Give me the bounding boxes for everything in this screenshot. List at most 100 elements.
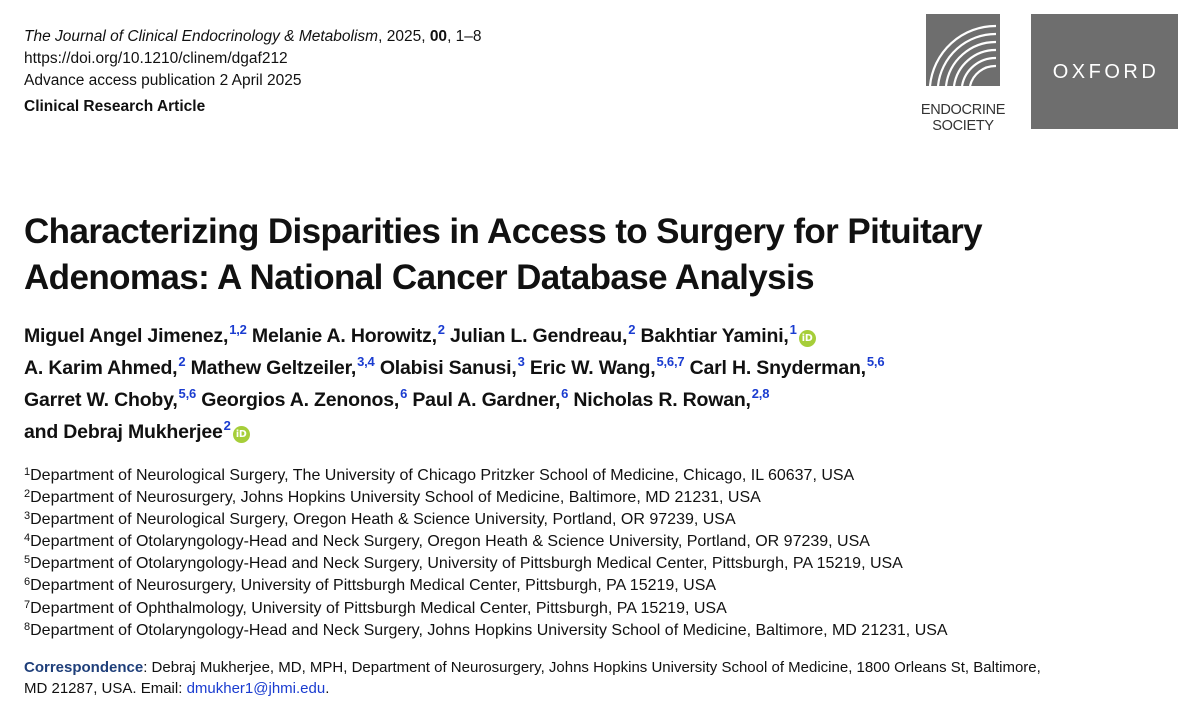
correspondence-line-1: Correspondence: Debraj Mukherjee, MD, MP… <box>24 657 1184 678</box>
article-type: Clinical Research Article <box>24 98 206 115</box>
affiliation-item: 2Department of Neurosurgery, Johns Hopki… <box>24 487 1194 509</box>
author[interactable]: Julian L. Gendreau,2 <box>450 322 636 347</box>
citation-line: The Journal of Clinical Endocrinology & … <box>24 26 724 48</box>
journal-volume: 00 <box>429 28 448 45</box>
endocrine-society-emblem <box>926 14 1000 86</box>
author-name: Eric W. Wang, <box>529 357 656 379</box>
author-name: A. Karim Ahmed, <box>24 357 178 379</box>
author[interactable]: Bakhtiar Yamini,1iD <box>640 322 816 347</box>
affiliation-text: Department of Otolaryngology-Head and Ne… <box>30 555 903 573</box>
author[interactable]: and Debraj Mukherjee2iD <box>24 418 250 443</box>
author[interactable]: Miguel Angel Jimenez,1,2 <box>24 322 247 347</box>
author-affiliation-ref[interactable]: 3,4 <box>357 354 375 369</box>
author-name: Olabisi Sanusi, <box>379 357 517 379</box>
author[interactable]: A. Karim Ahmed,2 <box>24 354 186 379</box>
affiliation-text: Department of Neurosurgery, Johns Hopkin… <box>30 489 761 507</box>
author[interactable]: Mathew Geltzeiler,3,4 <box>190 354 375 379</box>
affiliation-item: 5Department of Otolaryngology-Head and N… <box>24 553 1194 575</box>
correspondence-end: . <box>325 680 330 697</box>
author[interactable]: Nicholas R. Rowan,2,8 <box>573 386 770 411</box>
author[interactable]: Melanie A. Horowitz,2 <box>251 322 445 347</box>
affiliation-item: 1Department of Neurological Surgery, The… <box>24 465 1194 487</box>
correspondence-email-link[interactable]: dmukher1@jhmi.edu <box>186 680 326 697</box>
correspondence-text: : Debraj Mukherjee, MD, MPH, Department … <box>143 659 1041 676</box>
author-affiliation-ref[interactable]: 2 <box>628 322 636 337</box>
author-line: Garret W. Choby,5,6 Georgios A. Zenonos,… <box>24 384 1194 416</box>
affiliation-number: 1 <box>24 466 31 478</box>
endocrine-society-name-line2: SOCIETY <box>932 118 994 134</box>
affiliation-text: Department of Otolaryngology-Head and Ne… <box>30 533 870 551</box>
affiliation-number: 8 <box>24 620 31 633</box>
affiliation-number: 3 <box>24 510 31 523</box>
affiliation-number: 2 <box>24 488 31 501</box>
author-name: Georgios A. Zenonos, <box>201 389 400 411</box>
affiliation-text: Department of Neurosurgery, University o… <box>30 577 717 595</box>
affiliation-text: Department of Neurological Surgery, The … <box>30 467 855 484</box>
author-name: Paul A. Gardner, <box>412 389 561 411</box>
affiliation-item: 7Department of Ophthalmology, University… <box>24 598 1194 620</box>
author[interactable]: Eric W. Wang,5,6,7 <box>529 354 685 379</box>
author-affiliation-ref[interactable]: 2 <box>437 322 445 337</box>
author-line: and Debraj Mukherjee2iD <box>24 416 1194 448</box>
doi-link[interactable]: https://doi.org/10.1210/clinem/dgaf212 <box>24 50 288 67</box>
author-affiliation-ref[interactable]: 6 <box>400 386 408 401</box>
affiliation-text: Department of Otolaryngology-Head and Ne… <box>30 621 948 639</box>
author[interactable]: Paul A. Gardner,6 <box>412 386 569 411</box>
author-affiliation-ref[interactable]: 1 <box>789 322 797 337</box>
journal-name: The Journal of Clinical Endocrinology & … <box>24 28 379 45</box>
affiliation-text: Department of Neurological Surgery, Oreg… <box>30 511 736 529</box>
affiliation-text: Department of Ophthalmology, University … <box>30 599 727 617</box>
author-name: Julian L. Gendreau, <box>450 325 628 347</box>
orcid-icon[interactable]: iD <box>798 330 816 347</box>
author-line: A. Karim Ahmed,2 Mathew Geltzeiler,3,4 O… <box>24 352 1194 384</box>
author-name: Miguel Angel Jimenez, <box>24 325 229 347</box>
author-name: Carl H. Snyderman, <box>689 357 866 379</box>
correspondence-address: MD 21287, USA. Email: <box>24 680 187 697</box>
author-list: Miguel Angel Jimenez,1,2 Melanie A. Horo… <box>24 320 1194 448</box>
author-line: Miguel Angel Jimenez,1,2 Melanie A. Horo… <box>24 320 1194 352</box>
author-affiliation-ref[interactable]: 5,6 <box>866 354 885 369</box>
author[interactable]: Georgios A. Zenonos,6 <box>201 386 408 411</box>
title-line-2: Adenomas: A National Cancer Database Ana… <box>24 258 815 297</box>
author-affiliation-ref[interactable]: 3 <box>517 354 525 369</box>
author-affiliation-ref[interactable]: 5,6,7 <box>656 354 685 369</box>
author-name: Nicholas R. Rowan, <box>573 389 751 411</box>
affiliation-list: 1Department of Neurological Surgery, The… <box>24 465 1194 642</box>
title-line-1: Characterizing Disparities in Access to … <box>24 212 983 251</box>
author-affiliation-ref[interactable]: 2,8 <box>751 386 770 401</box>
correspondence-line-2: MD 21287, USA. Email: dmukher1@jhmi.edu. <box>24 678 1184 699</box>
affiliation-number: 7 <box>24 598 31 611</box>
author-name: Melanie A. Horowitz, <box>251 325 437 347</box>
publication-date: Advance access publication 2 April 2025 <box>24 72 302 89</box>
correspondence: Correspondence: Debraj Mukherjee, MD, MP… <box>24 657 1184 699</box>
article-title: Characterizing Disparities in Access to … <box>24 209 1194 301</box>
affiliation-item: 6Department of Neurosurgery, University … <box>24 575 1194 597</box>
author[interactable]: Garret W. Choby,5,6 <box>24 386 197 411</box>
article-header: The Journal of Clinical Endocrinology & … <box>24 26 724 118</box>
oxford-logo[interactable]: OXFORD <box>1031 14 1178 129</box>
author-affiliation-ref[interactable]: 6 <box>561 386 569 401</box>
author-affiliation-ref[interactable]: 2 <box>178 354 186 369</box>
affiliation-number: 5 <box>24 554 31 567</box>
journal-pages: , 1–8 <box>447 28 482 45</box>
journal-year: , 2025, <box>378 28 430 45</box>
author-affiliation-ref[interactable]: 5,6 <box>178 386 197 401</box>
affiliation-number: 4 <box>24 532 31 545</box>
endocrine-society-name-line1: ENDOCRINE <box>920 102 1006 118</box>
affiliation-item: 3Department of Neurological Surgery, Ore… <box>24 509 1194 531</box>
author-name: Garret W. Choby, <box>24 389 178 411</box>
author-affiliation-ref[interactable]: 2 <box>223 418 231 433</box>
affiliation-item: 8Department of Otolaryngology-Head and N… <box>24 620 1194 642</box>
endocrine-society-logo[interactable]: ENDOCRINE SOCIETY <box>921 14 1005 138</box>
author-affiliation-ref[interactable]: 1,2 <box>229 322 247 337</box>
correspondence-label: Correspondence <box>24 659 144 676</box>
author[interactable]: Olabisi Sanusi,3 <box>379 354 525 379</box>
author-name: Mathew Geltzeiler, <box>190 357 357 379</box>
author-name: and Debraj Mukherjee <box>24 421 223 443</box>
author[interactable]: Carl H. Snyderman,5,6 <box>689 354 885 379</box>
oxford-logo-text: OXFORD <box>1052 60 1160 83</box>
affiliation-number: 6 <box>24 576 31 589</box>
orcid-icon[interactable]: iD <box>232 426 250 443</box>
author-name: Bakhtiar Yamini, <box>640 325 789 347</box>
affiliation-item: 4Department of Otolaryngology-Head and N… <box>24 531 1194 553</box>
